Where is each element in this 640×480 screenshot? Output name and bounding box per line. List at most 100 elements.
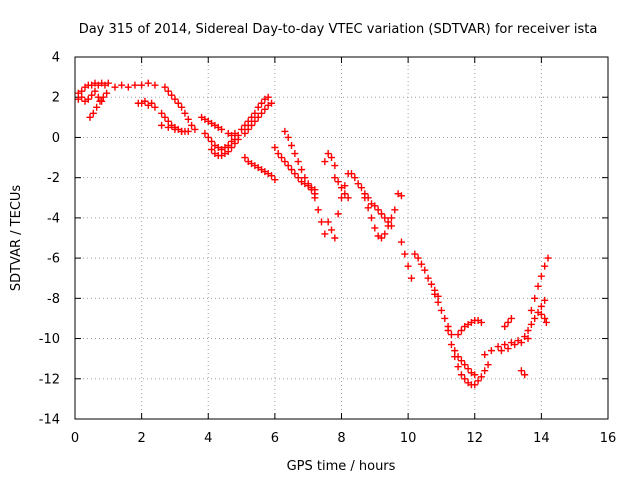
data-point [328,154,336,162]
data-point [218,125,226,133]
data-point [141,97,149,105]
data-point [261,105,269,113]
data-point [377,210,385,218]
data-point [251,117,259,125]
data-point [268,99,276,107]
data-point [354,180,362,188]
data-point [103,89,111,97]
data-point [244,125,252,133]
data-point [111,83,119,91]
data-point [404,262,412,270]
series-arc-34 [501,314,515,330]
data-point [78,93,86,101]
series-arc-33 [497,335,532,355]
data-point [517,367,525,375]
data-point [274,150,282,158]
data-point [258,109,266,117]
data-point [151,103,159,111]
series-arc-28 [431,290,455,339]
data-point [521,371,529,379]
x-axis-label: GPS time / hours [287,459,396,474]
y-axis-label: SDTVAR / TECUs [9,185,24,292]
data-point [397,238,405,246]
series-arc-4 [111,79,159,91]
data-point [371,224,379,232]
data-point [541,262,549,270]
data-point [284,162,292,170]
data-point [151,81,159,89]
data-point [542,318,550,326]
data-point [281,127,289,135]
x-tick-label: 2 [137,431,145,446]
data-point [537,310,545,318]
data-point [168,91,176,99]
series-arc-17 [281,127,319,198]
data-point [74,89,82,97]
x-tick-label: 6 [271,431,279,446]
data-points [74,79,552,389]
series-arc-9 [198,113,226,133]
y-tick-label: 2 [52,91,60,106]
data-point [364,204,372,212]
y-tick-label: -2 [47,171,60,186]
data-point [258,99,266,107]
data-point [86,113,94,121]
data-point [544,254,552,262]
series-arc-29 [444,327,492,389]
data-point [174,99,182,107]
data-point [281,158,289,166]
data-point [541,314,549,322]
data-point [271,176,279,184]
series-arc-27 [411,250,442,300]
x-tick-label: 14 [533,431,550,446]
data-point [224,148,232,156]
data-point [501,322,509,330]
data-point [454,353,462,361]
series-arc-3 [86,89,111,121]
series-arc-23 [361,194,399,242]
data-point [414,254,422,262]
data-point [441,314,449,322]
data-point [104,79,112,87]
data-point [501,341,509,349]
data-point [487,347,495,355]
y-tick-label: -10 [39,332,60,347]
data-point [351,174,359,182]
data-point [524,327,532,335]
data-point [474,377,482,385]
data-point [294,158,302,166]
y-tick-label: 4 [52,51,60,66]
data-point [367,214,375,222]
data-point [541,296,549,304]
data-point [244,117,252,125]
y-tick-labels: 4 2 0 -2 -4 -6 -8 -10 -12 -14 [39,51,60,428]
data-point [531,314,539,322]
data-point [93,103,101,111]
data-point [291,170,299,178]
data-point [181,109,189,117]
series-arc-37 [527,254,552,314]
data-point [424,274,432,282]
data-point [208,137,216,145]
data-point [304,180,312,188]
data-point [311,194,319,202]
data-point [321,158,329,166]
series-arc-10 [201,129,239,154]
data-point [96,97,104,105]
data-point [84,95,92,103]
y-tick-label: 0 [52,131,60,146]
data-point [148,99,156,107]
data-point [527,320,535,328]
data-point [228,144,236,151]
y-tick-label: -4 [47,211,60,226]
data-point [401,250,409,258]
data-point [504,318,512,326]
data-point [377,234,385,242]
series-arc-6 [161,83,196,129]
data-point [447,331,455,339]
data-point [301,174,309,182]
data-point [524,335,532,343]
data-point [384,218,392,226]
data-point [421,266,429,274]
data-point [161,113,169,121]
